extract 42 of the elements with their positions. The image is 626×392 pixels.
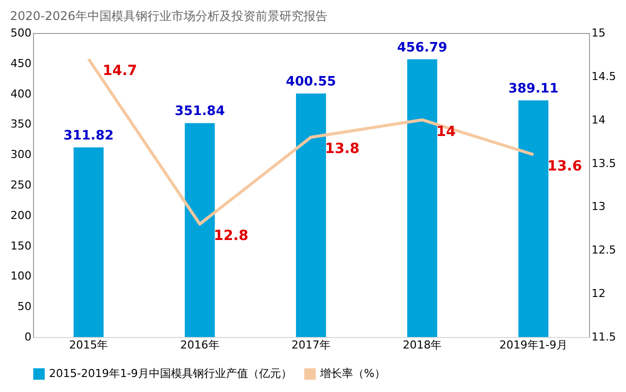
y2-tick-label: 15 <box>592 26 606 40</box>
y-tick-label: 350 <box>10 118 32 131</box>
data-label: 14.7 <box>102 63 138 80</box>
y-tick-label: 500 <box>10 26 32 40</box>
data-label: 351.84 <box>174 104 225 120</box>
y2-tick-label: 12 <box>592 287 606 300</box>
bar <box>407 59 438 337</box>
data-label: 400.55 <box>286 74 336 90</box>
x-tick-label: 2016年 <box>180 338 220 352</box>
y2-tick-label: 11.5 <box>592 330 616 344</box>
data-label: 311.82 <box>64 128 114 144</box>
legend-label: 增长率（%） <box>319 367 386 380</box>
y-tick-label: 300 <box>10 148 32 162</box>
x-tick-label: 2019年1-9月 <box>499 338 568 352</box>
y-tick-label: 400 <box>10 87 32 100</box>
bar <box>518 100 548 337</box>
y-tick-label: 250 <box>10 178 32 192</box>
y-tick-label: 200 <box>10 208 32 222</box>
data-label: 14 <box>436 124 456 140</box>
data-label: 456.79 <box>397 40 448 56</box>
y-tick-label: 100 <box>10 270 32 283</box>
y2-tick-label: 13.5 <box>592 156 616 170</box>
y-tick-label: 450 <box>10 56 32 70</box>
bar <box>184 123 215 337</box>
x-tick-label: 2017年 <box>292 338 330 352</box>
y2-tick-label: 14 <box>592 113 606 126</box>
bar <box>296 93 326 337</box>
y-tick-label: 150 <box>10 239 32 252</box>
y-tick-label: 0 <box>24 330 32 344</box>
y2-tick-label: 13 <box>592 200 606 214</box>
data-label: 13.6 <box>547 158 582 175</box>
data-label: 389.11 <box>508 81 558 96</box>
y2-tick-label: 14.5 <box>592 70 616 83</box>
x-tick-label: 2018年 <box>402 338 442 352</box>
y2-tick-label: 12.5 <box>592 244 616 257</box>
bar <box>74 147 104 337</box>
y-tick-label: 50 <box>18 300 32 314</box>
legend-label: 2015-2019年1-9月中国模具钢行业产值（亿元） <box>49 367 292 380</box>
data-label: 12.8 <box>214 228 248 244</box>
chart-title: 2020-2026年中国模具钢行业市场分析及投资前景研究报告 <box>10 9 328 23</box>
data-label: 13.8 <box>325 141 360 158</box>
x-tick-label: 2015年 <box>69 338 108 352</box>
